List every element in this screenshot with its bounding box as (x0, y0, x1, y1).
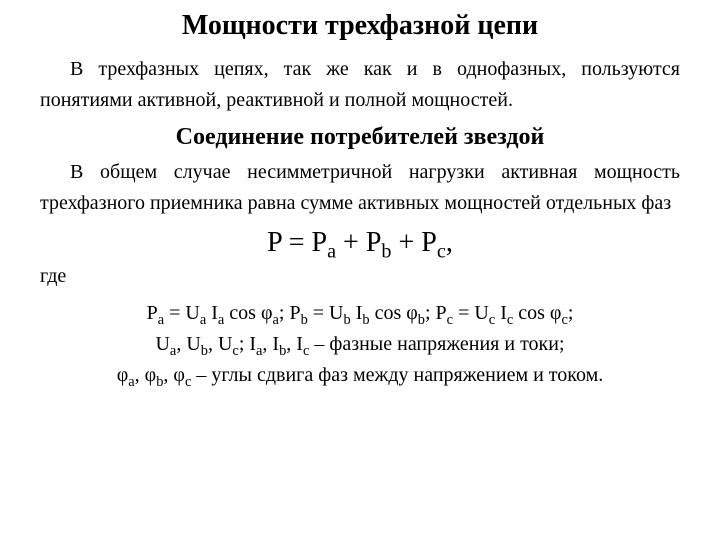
sub-b: b (381, 241, 391, 263)
defs-line-1: Pa = Ua Ia cos φa; Pb = Ub Ib cos φb; Pc… (40, 298, 680, 329)
t: P (436, 302, 447, 324)
t: P (289, 302, 300, 324)
t: ; (568, 302, 574, 324)
t: = U (308, 302, 344, 324)
t: I (351, 302, 363, 324)
s: b (418, 312, 425, 328)
sym-Pc: P (421, 227, 437, 258)
s: b (344, 312, 351, 328)
t: φ (117, 364, 129, 386)
sym-Pb: P (366, 227, 382, 258)
t: , I (286, 333, 303, 355)
s: b (201, 343, 208, 359)
t: ; (279, 302, 290, 324)
where-label: где (40, 265, 680, 288)
t: , U (176, 333, 200, 355)
sym-Pa: P (312, 227, 328, 258)
sub-c: c (437, 241, 446, 263)
t: , U (208, 333, 232, 355)
t: I (495, 302, 507, 324)
t: – углы сдвига фаз между напряжением и то… (191, 364, 603, 386)
defs-line-2: Ua, Ub, Uc; Ia, Ib, Ic – фазные напряжен… (40, 329, 680, 360)
t: cos φ (224, 302, 272, 324)
t: ; I (239, 333, 256, 355)
t: I (206, 302, 218, 324)
sym-P: P (267, 227, 282, 258)
t: = U (164, 302, 200, 324)
t: U (155, 333, 169, 355)
t: , φ (163, 364, 185, 386)
subheading-star-connection: Соединение потребителей звездой (40, 124, 680, 151)
intro-paragraph: В трехфазных цепях, так же как и в одноф… (40, 54, 680, 116)
definitions-block: Pa = Ua Ia cos φa; Pb = Ub Ib cos φb; Pc… (40, 298, 680, 391)
defs-line-3: φa, φb, φc – углы сдвига фаз между напря… (40, 360, 680, 391)
t: P (147, 302, 158, 324)
formula-total-power: P = Pa + Pb + Pc, (40, 227, 680, 259)
sym-plus1: + (336, 227, 366, 258)
t: , I (262, 333, 279, 355)
t: – фазные напряжения и токи; (309, 333, 564, 355)
sym-eq: = (282, 227, 312, 258)
t: = U (453, 302, 489, 324)
page: Мощности трехфазной цепи В трехфазных це… (0, 0, 720, 540)
t: ; (425, 302, 436, 324)
t: , φ (135, 364, 157, 386)
t: cos φ (513, 302, 561, 324)
sub-a: a (327, 241, 336, 263)
sym-plus2: + (392, 227, 422, 258)
t: cos φ (370, 302, 418, 324)
s: b (301, 312, 308, 328)
page-title: Мощности трехфазной цепи (40, 10, 680, 42)
paragraph-active-power: В общем случае несимметричной нагрузки а… (40, 157, 680, 219)
sym-comma: , (446, 227, 453, 258)
s: b (362, 312, 369, 328)
